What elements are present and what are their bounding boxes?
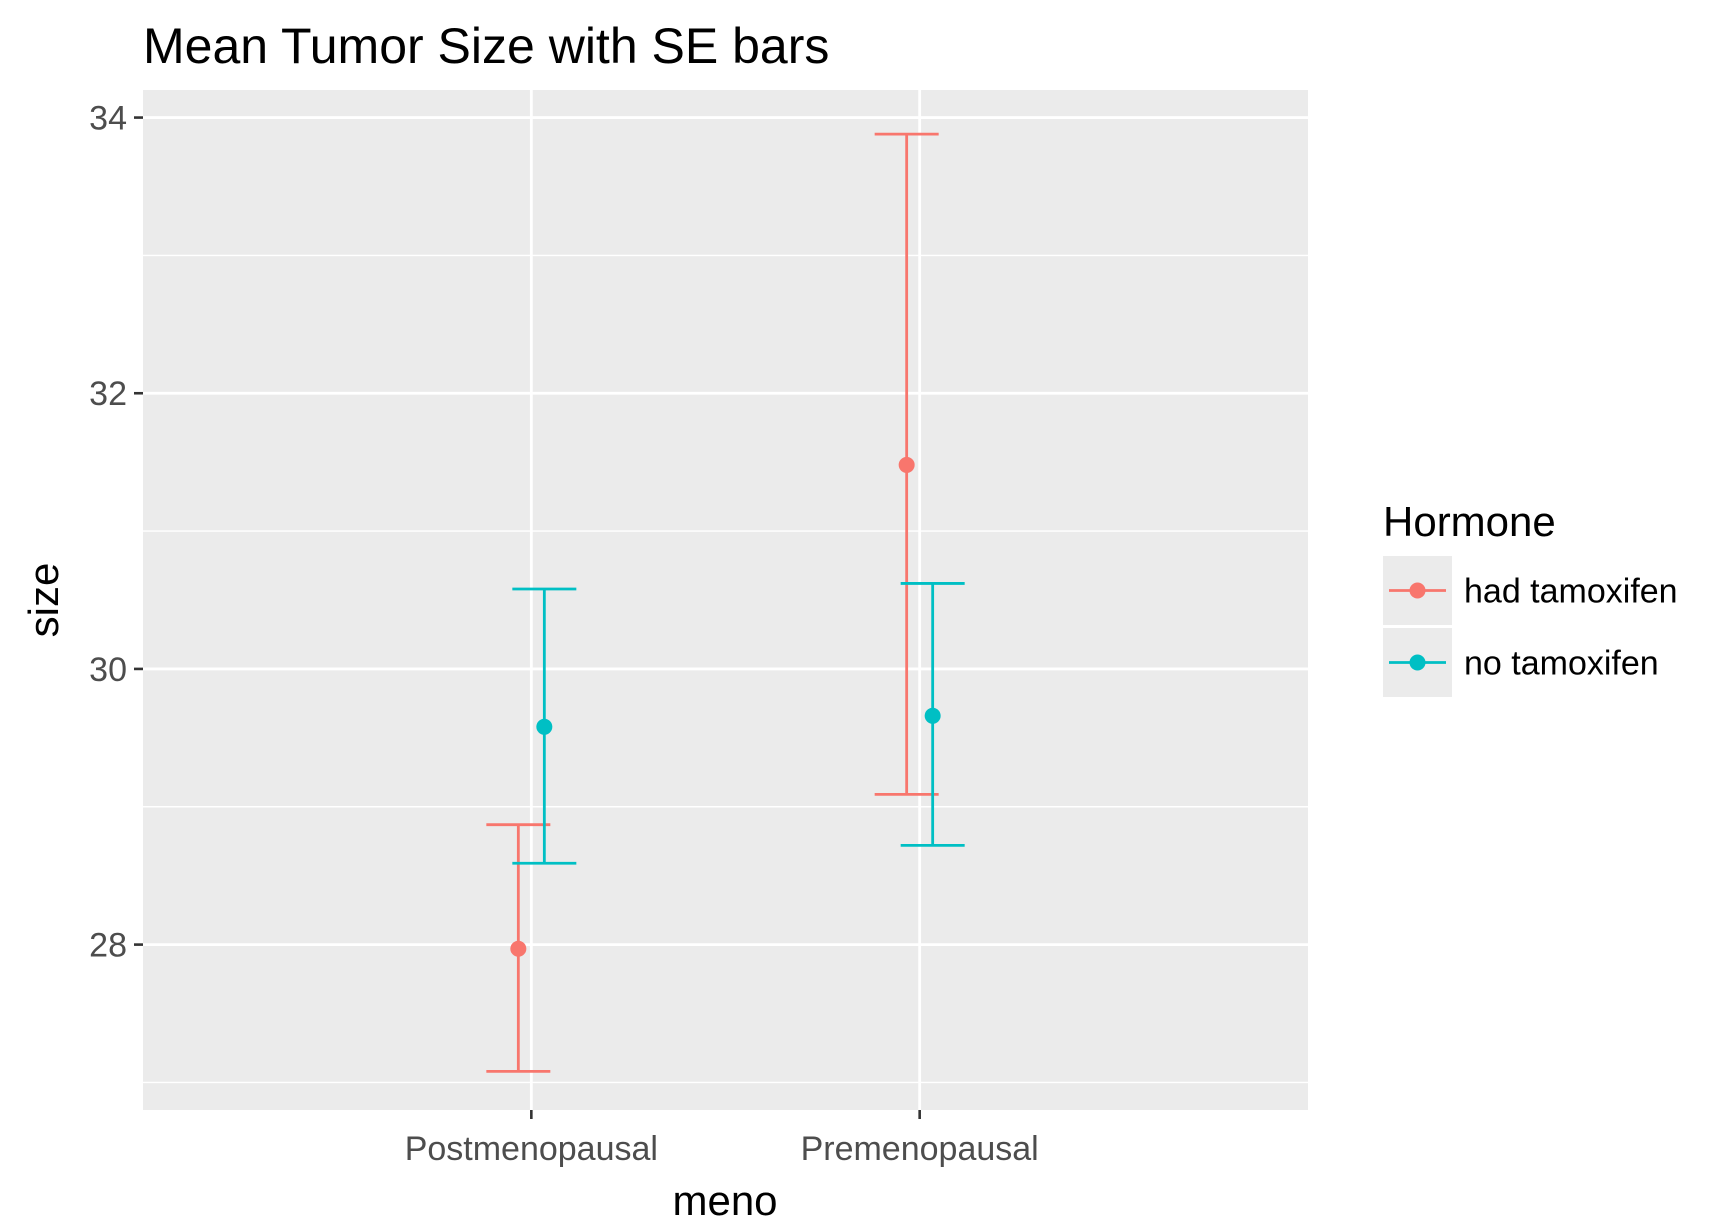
data-point — [924, 707, 941, 724]
y-axis-title: size — [20, 563, 67, 638]
x-tick-label: Postmenopausal — [405, 1130, 658, 1168]
x-axis: Postmenopausal Premenopausal — [405, 1110, 1039, 1168]
y-tick-label: 32 — [89, 375, 127, 413]
legend-label: no tamoxifen — [1464, 645, 1659, 683]
legend-key-point — [1409, 654, 1426, 671]
legend-key-point — [1409, 582, 1426, 599]
data-points — [510, 456, 941, 957]
x-tick-label: Premenopausal — [801, 1130, 1039, 1168]
legend-label: had tamoxifen — [1464, 573, 1678, 611]
data-point — [510, 940, 527, 957]
y-tick-label: 28 — [89, 927, 127, 965]
data-point — [536, 718, 553, 735]
legend-title: Hormone — [1383, 498, 1556, 545]
chart-title: Mean Tumor Size with SE bars — [143, 18, 829, 74]
legend: Hormone had tamoxifen no tamoxifen — [1383, 498, 1678, 697]
grid-minor — [143, 254, 1308, 1084]
plot-panel — [143, 90, 1308, 1110]
y-axis: 28 30 32 34 — [89, 100, 143, 965]
y-tick-label: 34 — [89, 100, 127, 138]
x-axis-title: meno — [672, 1177, 777, 1224]
grid-major — [143, 90, 1308, 1110]
y-tick-label: 30 — [89, 651, 127, 689]
data-point — [898, 456, 915, 473]
